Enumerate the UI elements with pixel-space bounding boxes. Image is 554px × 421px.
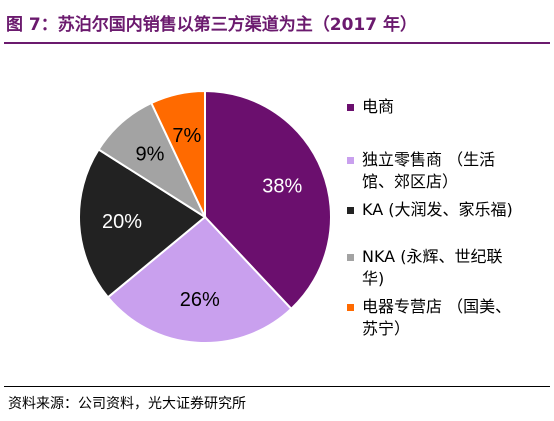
source-rule <box>4 386 550 387</box>
source-note: 资料来源：公司资料，光大证券研究所 <box>8 396 246 412</box>
legend-label-4: 电器专营店 （国美、 苏宁） <box>362 296 511 340</box>
legend-label-0: 电商 <box>362 96 394 118</box>
pie-slice-label-2: 20% <box>102 211 142 233</box>
pie-slice-1 <box>106 215 293 344</box>
pie-slice-label-4: 7% <box>172 125 201 147</box>
legend-label-line: 馆、郊区店） <box>362 172 459 191</box>
legend-label-line: KA (大润发、家乐福) <box>362 200 513 219</box>
legend-label-line: 独立零售商 （生活 <box>362 150 496 169</box>
legend-label-1: 独立零售商 （生活 馆、郊区店） <box>362 149 495 193</box>
legend-label-line: NKA (永辉、世纪联 <box>362 247 503 266</box>
legend-swatch-4 <box>347 304 354 311</box>
legend-label-line: 电器专营店 （国美、 <box>362 297 512 316</box>
pie-slice-label-3: 9% <box>136 144 165 166</box>
legend-label-line: 苏宁） <box>362 319 411 338</box>
legend-label-3: NKA (永辉、世纪联 华) <box>362 246 502 290</box>
legend-swatch-0 <box>347 104 354 111</box>
chart-title: 图 7：苏泊尔国内销售以第三方渠道为主（2017 年） <box>6 15 417 35</box>
pie-slice-label-0: 38% <box>262 175 302 197</box>
pie-slice-label-1: 26% <box>180 289 220 311</box>
legend-label-line: 华) <box>362 269 385 288</box>
legend-swatch-1 <box>347 157 354 164</box>
legend-swatch-3 <box>347 254 354 261</box>
pie-slice-2 <box>78 148 207 299</box>
legend-swatch-2 <box>347 207 354 214</box>
title-rule <box>4 42 550 44</box>
pie-slice-0 <box>204 89 332 311</box>
legend-label-2: KA (大润发、家乐福) <box>362 199 513 221</box>
pie-slice-4 <box>150 89 206 218</box>
legend-label-line: 电商 <box>362 97 395 116</box>
